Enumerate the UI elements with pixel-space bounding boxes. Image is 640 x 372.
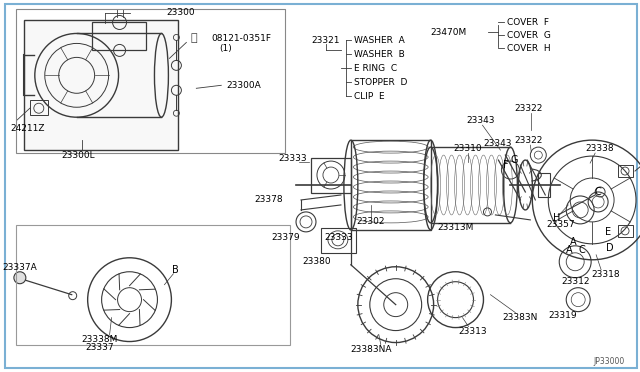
Text: A: A (566, 245, 573, 255)
Bar (16, 9, 285, 153)
Bar (351, 140, 431, 230)
Text: 23383N: 23383N (502, 313, 538, 322)
Text: C: C (595, 187, 602, 197)
Text: 23378: 23378 (255, 195, 284, 205)
Text: 23357: 23357 (546, 220, 575, 230)
Bar (538, 173, 550, 197)
Text: 23322: 23322 (514, 136, 543, 145)
Text: E RING  C: E RING C (354, 64, 397, 73)
Text: 23338M: 23338M (81, 335, 118, 344)
Text: A: A (570, 237, 577, 247)
Text: 23470M: 23470M (431, 28, 467, 37)
Text: 23379: 23379 (272, 233, 300, 242)
Text: 23313M: 23313M (437, 223, 474, 232)
Text: COVER  G: COVER G (508, 31, 551, 40)
Text: 23343: 23343 (483, 139, 511, 148)
Text: 23319: 23319 (548, 311, 577, 320)
Bar (16, 225, 290, 344)
Text: 23310: 23310 (453, 144, 482, 153)
Circle shape (14, 272, 26, 284)
Bar (321, 228, 356, 253)
Text: 23333: 23333 (279, 154, 307, 163)
Text: B: B (172, 265, 179, 275)
Text: COVER  F: COVER F (508, 18, 549, 27)
Text: COVER  H: COVER H (508, 44, 551, 53)
Text: 23312: 23312 (561, 277, 589, 286)
Text: F: F (502, 160, 508, 170)
Bar (30, 100, 48, 115)
Text: 23337A: 23337A (3, 263, 37, 272)
Bar (618, 225, 633, 237)
Text: 23338: 23338 (586, 144, 614, 153)
Text: 23300A: 23300A (227, 81, 261, 90)
Text: 23302: 23302 (356, 217, 385, 227)
Text: 23300L: 23300L (61, 151, 95, 160)
Text: 23322: 23322 (514, 104, 543, 113)
Bar (24, 20, 179, 150)
Text: Ⓑ: Ⓑ (190, 33, 196, 44)
Text: 23383NA: 23383NA (350, 345, 392, 354)
Text: 23300: 23300 (166, 8, 195, 17)
Text: D: D (606, 243, 614, 253)
Text: 23321: 23321 (311, 36, 339, 45)
Text: CLIP  E: CLIP E (354, 92, 385, 101)
Text: E: E (605, 227, 611, 237)
Text: 23380: 23380 (303, 257, 332, 266)
Text: 08121-0351F: 08121-0351F (211, 34, 271, 43)
Text: H: H (552, 213, 560, 223)
Bar (92, 22, 147, 51)
Text: JP33000: JP33000 (594, 357, 625, 366)
Text: G: G (511, 155, 518, 165)
Text: 23313: 23313 (458, 327, 487, 336)
Bar (618, 165, 633, 177)
Text: 23333: 23333 (324, 233, 353, 242)
Text: 23343: 23343 (466, 116, 495, 125)
Text: 23337: 23337 (85, 343, 114, 352)
Text: C: C (579, 245, 586, 255)
Text: 23318: 23318 (592, 270, 620, 279)
Text: 24211Z: 24211Z (10, 124, 44, 133)
Text: WASHER  B: WASHER B (354, 50, 404, 59)
Bar (311, 158, 351, 193)
Text: WASHER  A: WASHER A (354, 36, 404, 45)
Text: STOPPER  D: STOPPER D (354, 78, 407, 87)
Text: (1): (1) (220, 44, 232, 53)
